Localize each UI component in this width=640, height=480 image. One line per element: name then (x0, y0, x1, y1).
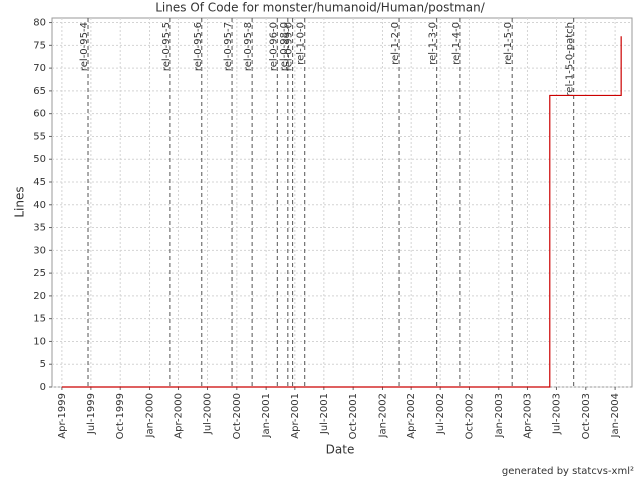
y-tick-label: 70 (33, 63, 46, 74)
tag-label: rel-0-95-8 (243, 22, 254, 71)
x-tick-label: Apr-2003 (522, 393, 533, 439)
y-tick-label: 50 (33, 154, 46, 165)
y-tick-label: 65 (33, 86, 46, 97)
y-tick-label: 55 (33, 131, 46, 142)
y-tick-label: 20 (33, 291, 46, 302)
x-tick-label: Jan-2002 (377, 393, 388, 438)
x-tick-label: Jul-2001 (319, 393, 330, 435)
y-tick-label: 10 (33, 336, 46, 347)
x-tick-label: Apr-2000 (174, 393, 185, 439)
tag-label: rel-1-0-0 (296, 22, 307, 65)
x-axis-label: Date (326, 443, 355, 457)
footer: generated by statcvs-xml² (502, 466, 634, 477)
y-tick-label: 80 (33, 18, 46, 29)
x-tick-label: Oct-2000 (232, 393, 243, 439)
tag-label: rel-0-96-0 (268, 22, 279, 71)
x-tick-label: Oct-2001 (348, 393, 359, 439)
x-tick-label: Jan-2003 (494, 393, 505, 438)
tag-label: rel-0-95-7 (223, 22, 234, 71)
y-tick-label: 75 (33, 40, 46, 51)
tag-label: rel-1-3-0 (428, 22, 439, 65)
tag-label: rel-0-95-4 (79, 22, 90, 71)
y-tick-label: 25 (33, 268, 46, 279)
tag-label: rel-1-5-0-patch (565, 22, 576, 97)
tag-label: rel-1-4-0 (451, 22, 462, 65)
y-tick-label: 45 (33, 177, 46, 188)
x-tick-label: Jul-2002 (435, 393, 446, 435)
x-tick-label: Apr-2002 (406, 393, 417, 439)
x-tick-label: Jul-1999 (86, 393, 97, 435)
x-tick-label: Jan-2001 (261, 393, 272, 438)
x-tick-label: Jan-2000 (145, 393, 156, 438)
y-axis-label: Lines (13, 186, 27, 217)
plot-area (51, 17, 633, 388)
x-tick-label: Jan-2004 (610, 393, 621, 438)
data-line (61, 36, 622, 388)
tag-label: rel-1-2-0 (390, 22, 401, 65)
chart-title: Lines Of Code for monster/humanoid/Human… (155, 1, 485, 15)
x-tick-label: Oct-2002 (464, 393, 475, 439)
y-tick-label: 35 (33, 223, 46, 234)
x-tick-label: Oct-2003 (581, 393, 592, 439)
x-tick-label: Jul-2000 (203, 393, 214, 435)
x-tick-label: Apr-1999 (57, 393, 68, 439)
y-tick-label: 60 (33, 109, 46, 120)
x-tick-label: Apr-2001 (290, 393, 301, 439)
tag-label: rel-0-95-5 (161, 22, 172, 71)
y-tick-label: 0 (40, 382, 46, 393)
tag-label: rel-1-5-0 (503, 22, 514, 65)
x-tick-label: Jul-2003 (551, 393, 562, 435)
tag-label: rel-0-99-0 (284, 22, 295, 71)
y-tick-label: 40 (33, 200, 46, 211)
y-tick-label: 30 (33, 245, 46, 256)
tag-label: rel-0-98-0 (279, 22, 290, 71)
tag-label: rel-0-95-6 (193, 22, 204, 71)
y-tick-label: 5 (40, 359, 46, 370)
y-tick-label: 15 (33, 314, 46, 325)
x-tick-label: Oct-1999 (115, 393, 126, 439)
